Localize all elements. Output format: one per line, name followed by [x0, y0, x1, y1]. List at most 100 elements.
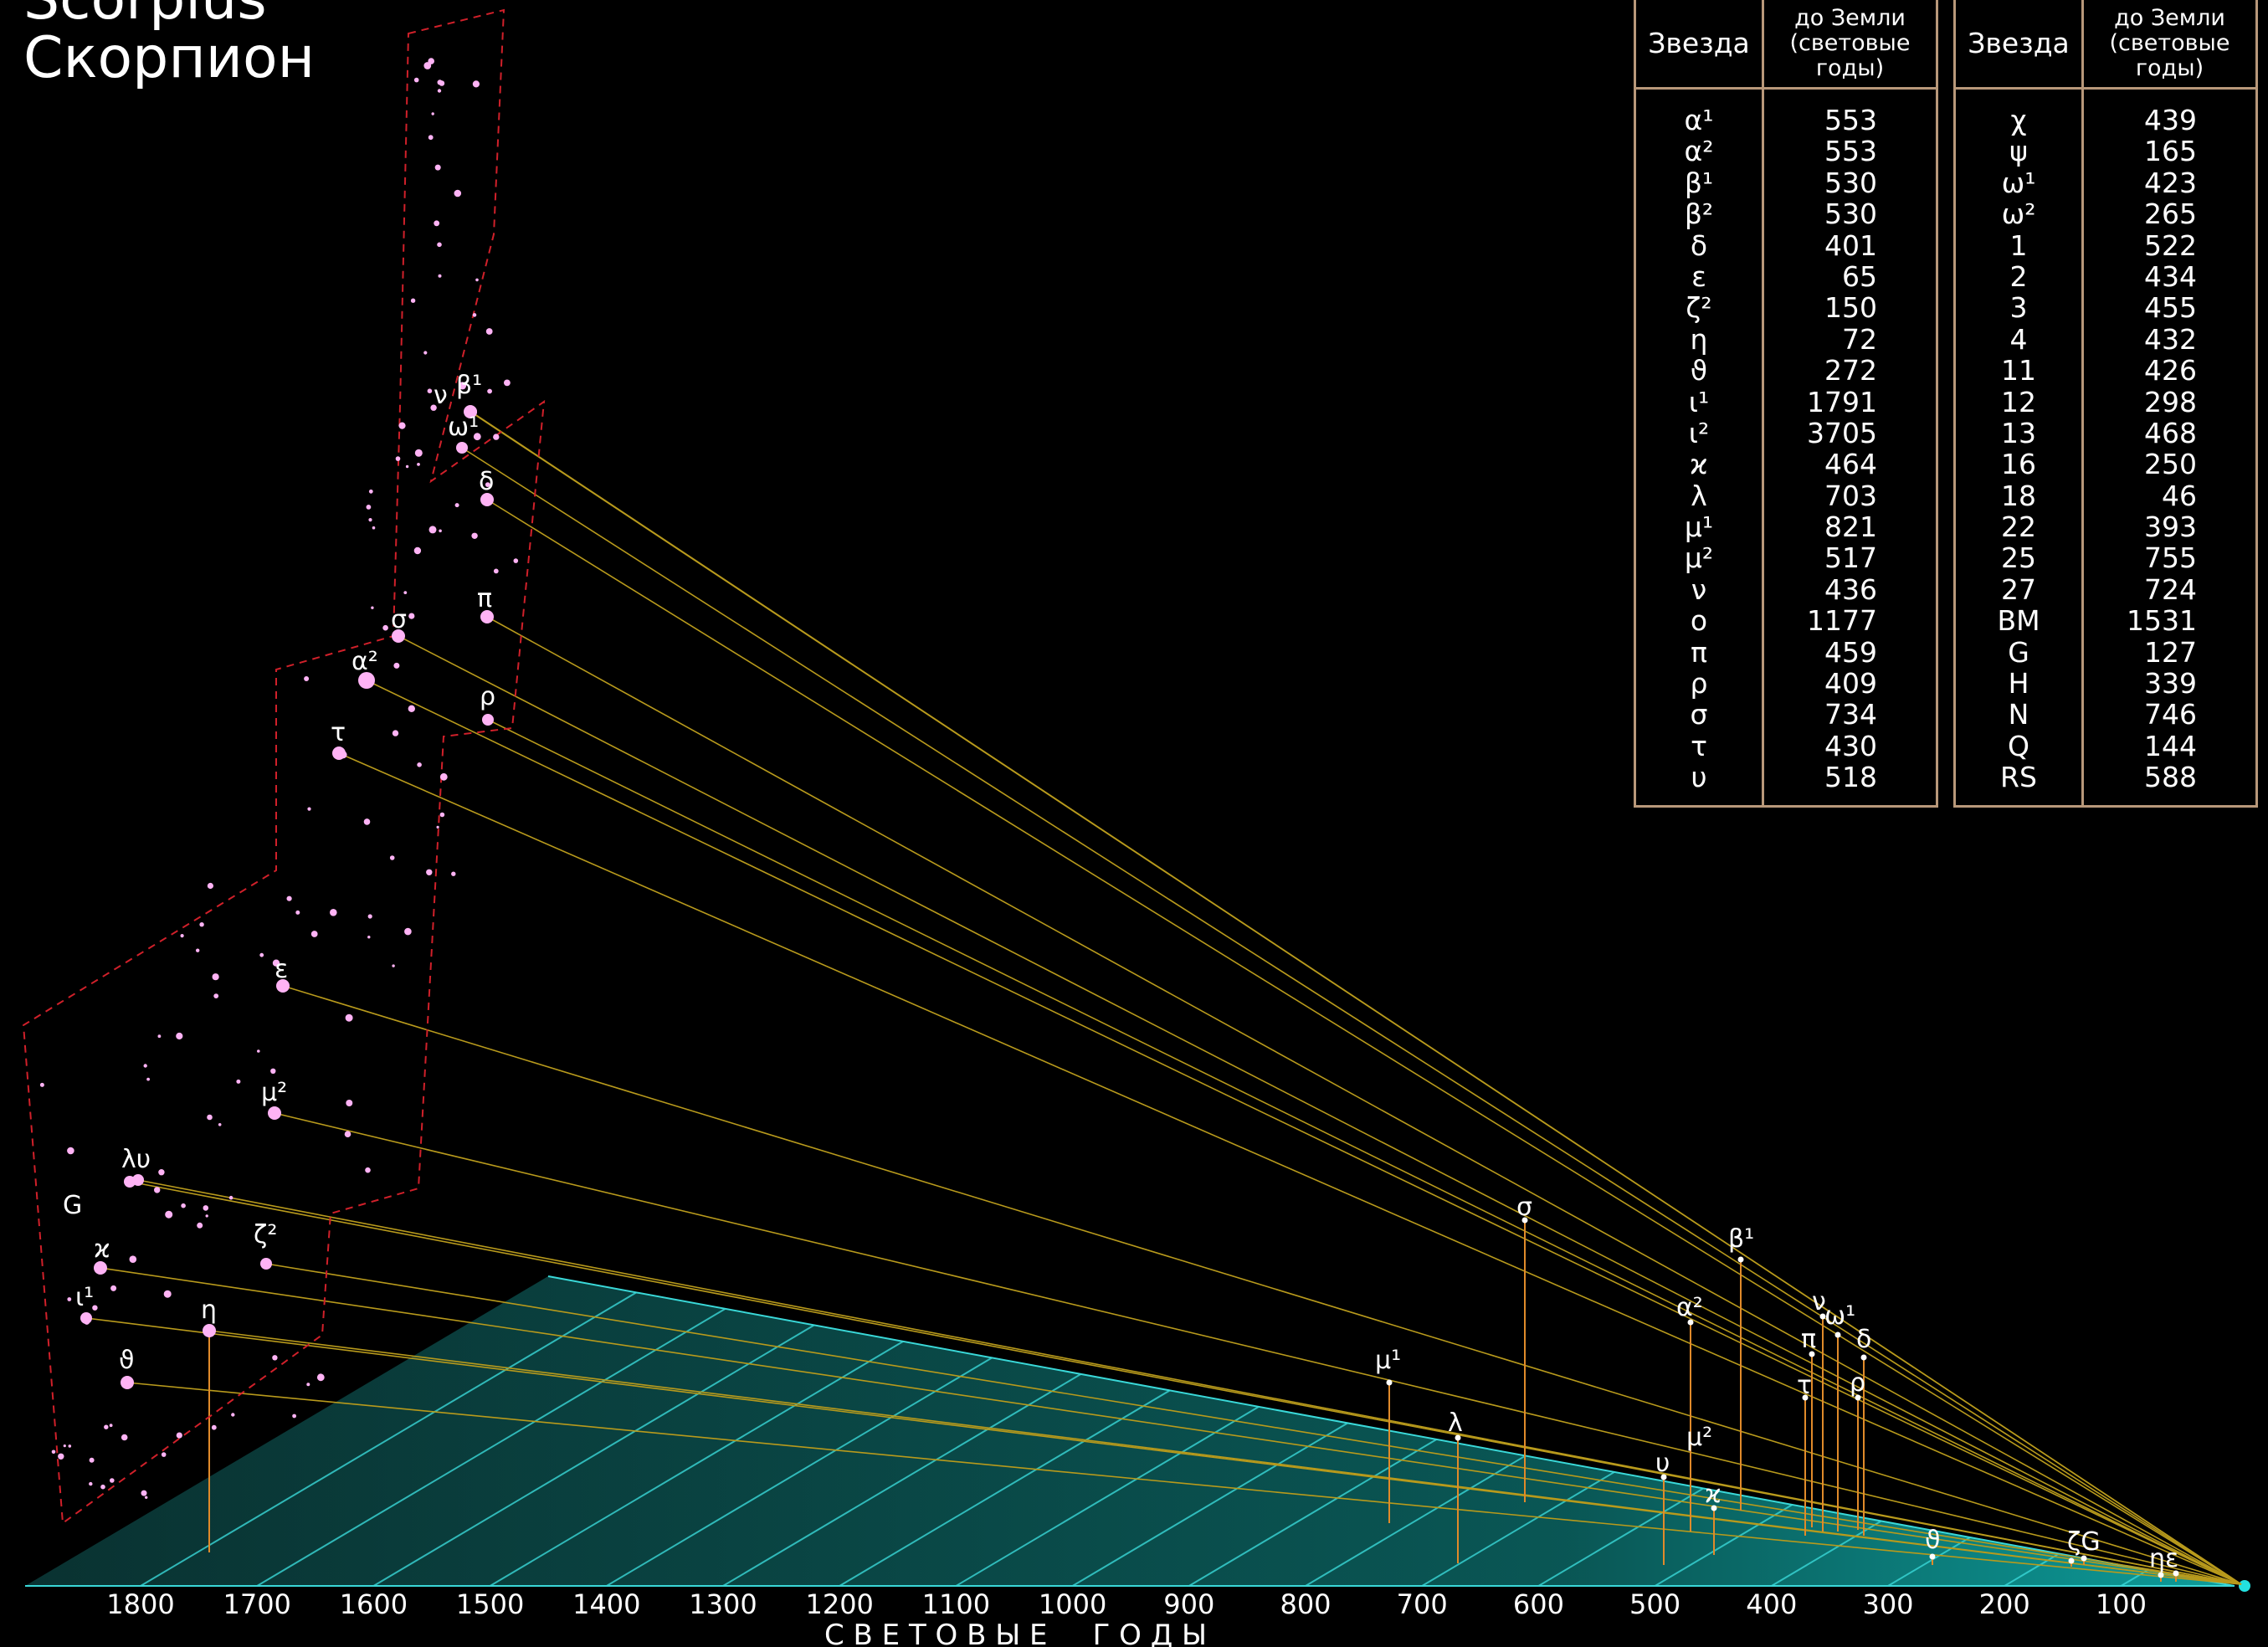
faint-star — [231, 1413, 235, 1417]
table-right-distance-cell: 423 — [2144, 166, 2197, 199]
axis-tick-label: 800 — [1280, 1588, 1331, 1620]
named-star — [482, 714, 494, 726]
faint-star — [371, 606, 374, 609]
sight-line — [338, 752, 2242, 1585]
table-left-distance-cell: 272 — [1824, 354, 1877, 387]
faint-star — [163, 1290, 172, 1298]
table-left-distance-cells: 553 553 530 530 401 65 150 72 272 1791 3705 464 703 8… — [1764, 90, 1936, 805]
depth-point — [1834, 1331, 1841, 1338]
table-right-star-cell: ω¹ — [2001, 166, 2036, 199]
table-right-distance-cell: 298 — [2144, 385, 2197, 418]
named-star — [268, 1106, 281, 1120]
axis-tick-label: 1200 — [805, 1588, 873, 1620]
table-left-distance-cell: 72 — [1842, 322, 1877, 356]
named-star — [203, 1324, 216, 1337]
faint-star — [423, 62, 432, 69]
sky-label-tau: τ — [331, 718, 346, 747]
table-right-distance-cell: 755 — [2144, 541, 2197, 575]
title: Scorpius Скорпион — [23, 0, 315, 91]
plane-grid-line — [1072, 1422, 1348, 1587]
depth-label-tau: τ — [1797, 1371, 1812, 1400]
axis-tick-label: 1600 — [340, 1588, 408, 1620]
faint-star — [439, 80, 445, 86]
plane-grid-line — [1188, 1439, 1438, 1587]
named-star — [480, 493, 494, 506]
title-russian: Скорпион — [23, 25, 315, 91]
faint-star — [344, 1131, 351, 1137]
depth-label-sigma: σ — [1516, 1193, 1532, 1222]
faint-star — [89, 1481, 93, 1486]
faint-star — [212, 973, 219, 981]
faint-star — [439, 772, 448, 781]
depth-label-nu: ν — [1812, 1287, 1826, 1316]
table-left-star-cell: ε — [1691, 259, 1706, 293]
table-left-distance-cell: 65 — [1842, 259, 1877, 293]
named-star — [121, 1376, 134, 1389]
plane-surface — [25, 1276, 2235, 1586]
depth-label-rho: ρ — [1850, 1368, 1865, 1398]
faint-star — [205, 1214, 208, 1218]
table-left-star-cell: η — [1690, 322, 1708, 356]
faint-star — [398, 422, 406, 429]
faint-star — [471, 532, 478, 539]
faint-star — [272, 1355, 278, 1361]
sight-lines — [85, 411, 2242, 1585]
faint-star — [475, 278, 479, 282]
faint-star — [100, 1484, 105, 1490]
faint-star — [405, 464, 409, 469]
depth-point — [1455, 1434, 1461, 1441]
table-right-star-cell: Q — [2008, 729, 2029, 762]
faint-star — [372, 526, 376, 530]
sky-label-lambda-upsilon: λυ — [121, 1145, 151, 1174]
title-latin: Scorpius — [23, 0, 267, 33]
sky-label-sigma: σ — [391, 605, 407, 634]
table-left-star-cell: π — [1691, 635, 1707, 669]
axis-tick-label: 1300 — [689, 1588, 757, 1620]
depth-labels: σ β¹ ν ω¹ δ α² π τ ρ μ¹ λ μ² υ ϰ ϑ ζG ηε — [1375, 1193, 2178, 1573]
faint-stars — [39, 58, 519, 1500]
table-right-star-cell: 2 — [2009, 259, 2028, 293]
faint-star — [392, 730, 399, 736]
table-left-distance-column: до Земли (световые годы) 553 553 530 530 401… — [1764, 0, 1936, 805]
sight-line — [129, 1181, 2242, 1585]
faint-star — [176, 1032, 183, 1040]
table-right-star-cell: 3 — [2009, 291, 2028, 325]
depth-point — [2158, 1572, 2164, 1578]
table-left-star-cell: ϰ — [1690, 448, 1708, 481]
faint-star — [295, 910, 300, 915]
faint-star — [68, 1444, 72, 1448]
faint-star — [67, 1147, 74, 1155]
faint-star — [154, 1187, 161, 1193]
plane-grid-line — [1421, 1471, 1615, 1587]
depth-label-omega1: ω¹ — [1824, 1301, 1855, 1331]
sky-label-zeta2: ζ² — [254, 1220, 277, 1249]
plane-grid-line — [490, 1341, 904, 1587]
faint-star — [121, 1434, 128, 1441]
table-right-distance-cell: 588 — [2144, 761, 2197, 794]
table-right-distance-cell: 265 — [2144, 198, 2197, 231]
axis-tick-label: 1500 — [456, 1588, 524, 1620]
constellation-boundary — [22, 8, 546, 1525]
table-right-distance-cell: 724 — [2144, 572, 2197, 606]
faint-star — [368, 489, 373, 494]
table-right-distance-cell: 46 — [2162, 479, 2197, 512]
table-right-star-cells: χ ψ ω¹ ω² 1 2 3 4 11 12 13 16 18 22 25 27 BM G H N Q RS — [1956, 90, 2081, 805]
faint-star — [330, 909, 337, 916]
table-left-star-cell: β¹ — [1684, 166, 1714, 199]
plane-far-edge — [547, 1275, 2235, 1587]
table-right-star-cell: 16 — [2001, 448, 2036, 481]
table-right-distance-cell: 434 — [2144, 259, 2197, 293]
sight-line — [265, 1263, 2242, 1585]
table-right-distance-cell: 455 — [2144, 291, 2197, 325]
table-right-star-cell: 22 — [2001, 511, 2036, 544]
depth-label-delta: δ — [1856, 1325, 1871, 1354]
axis-tick-label: 100 — [2096, 1588, 2147, 1620]
named-star — [80, 1312, 92, 1324]
distance-table-right: Звезда χ ψ ω¹ ω² 1 2 3 4 11 12 13 16 18 22 25 27 BM G H N Q R… — [1953, 0, 2258, 808]
table-right-distance-cell: 746 — [2144, 698, 2197, 731]
plane-grid-line — [722, 1373, 1082, 1587]
axis-tick-label: 1100 — [922, 1588, 990, 1620]
distance-table-left: Звезда α¹ α² β¹ β² δ ε ζ² η ϑ ι¹ ι² ϰ λ μ¹ μ² ν ο π ρ σ τ υ д… — [1634, 0, 1938, 808]
named-star — [456, 442, 468, 454]
